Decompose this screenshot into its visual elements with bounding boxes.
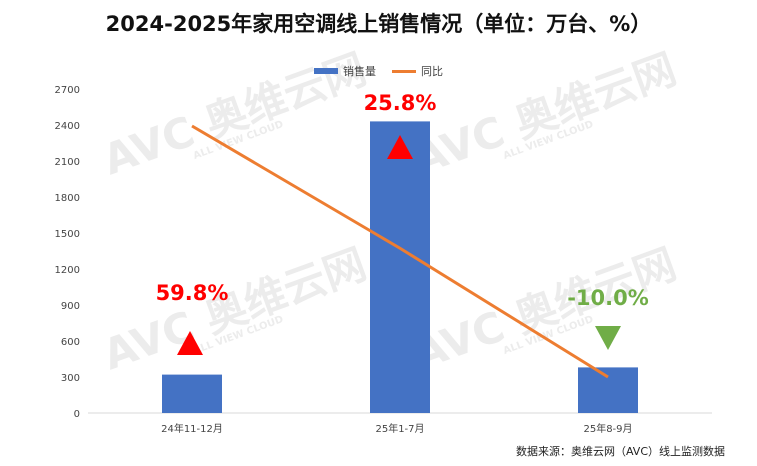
triangle-down-icon: [595, 326, 621, 350]
legend-item-yoy[interactable]: 同比: [392, 63, 443, 79]
data-label: -10.0%: [567, 286, 649, 310]
triangle-up-icon: [387, 135, 413, 159]
triangle-up-icon: [177, 331, 203, 355]
y-tick-label: 900: [61, 301, 80, 312]
y-tick-label: 600: [61, 337, 80, 348]
legend: 销售量 同比: [0, 63, 757, 79]
legend-swatch-line: [392, 69, 416, 73]
bar: [578, 367, 638, 413]
y-tick-label: 2700: [55, 85, 80, 96]
watermark-logo: AVC 奥维云网: [97, 239, 373, 379]
x-tick-label: 25年8-9月: [583, 422, 632, 435]
chart-title: 2024-2025年家用空调线上销售情况（单位：万台、%）: [105, 12, 652, 36]
y-tick-label: 2400: [55, 121, 80, 132]
legend-label: 同比: [421, 65, 443, 78]
y-tick-label: 1200: [55, 265, 80, 276]
y-tick-label: 1800: [55, 193, 80, 204]
x-tick-label: 25年1-7月: [375, 422, 424, 435]
data-label: 25.8%: [364, 91, 437, 115]
yoy-line: [191, 124, 609, 379]
bar: [162, 374, 222, 413]
x-tick-label: 24年11-12月: [161, 422, 223, 435]
legend-label: 销售量: [343, 65, 376, 78]
y-tick-label: 2100: [55, 157, 80, 168]
y-tick-label: 300: [61, 373, 80, 384]
legend-item-sales[interactable]: 销售量: [314, 63, 376, 79]
source-note: 数据来源：奥维云网（AVC）线上监测数据: [515, 445, 725, 458]
data-label: 59.8%: [156, 281, 229, 305]
y-tick-label: 0: [74, 409, 80, 420]
bar: [370, 121, 430, 414]
legend-swatch-bar: [314, 68, 338, 74]
y-tick-label: 1500: [55, 229, 80, 240]
